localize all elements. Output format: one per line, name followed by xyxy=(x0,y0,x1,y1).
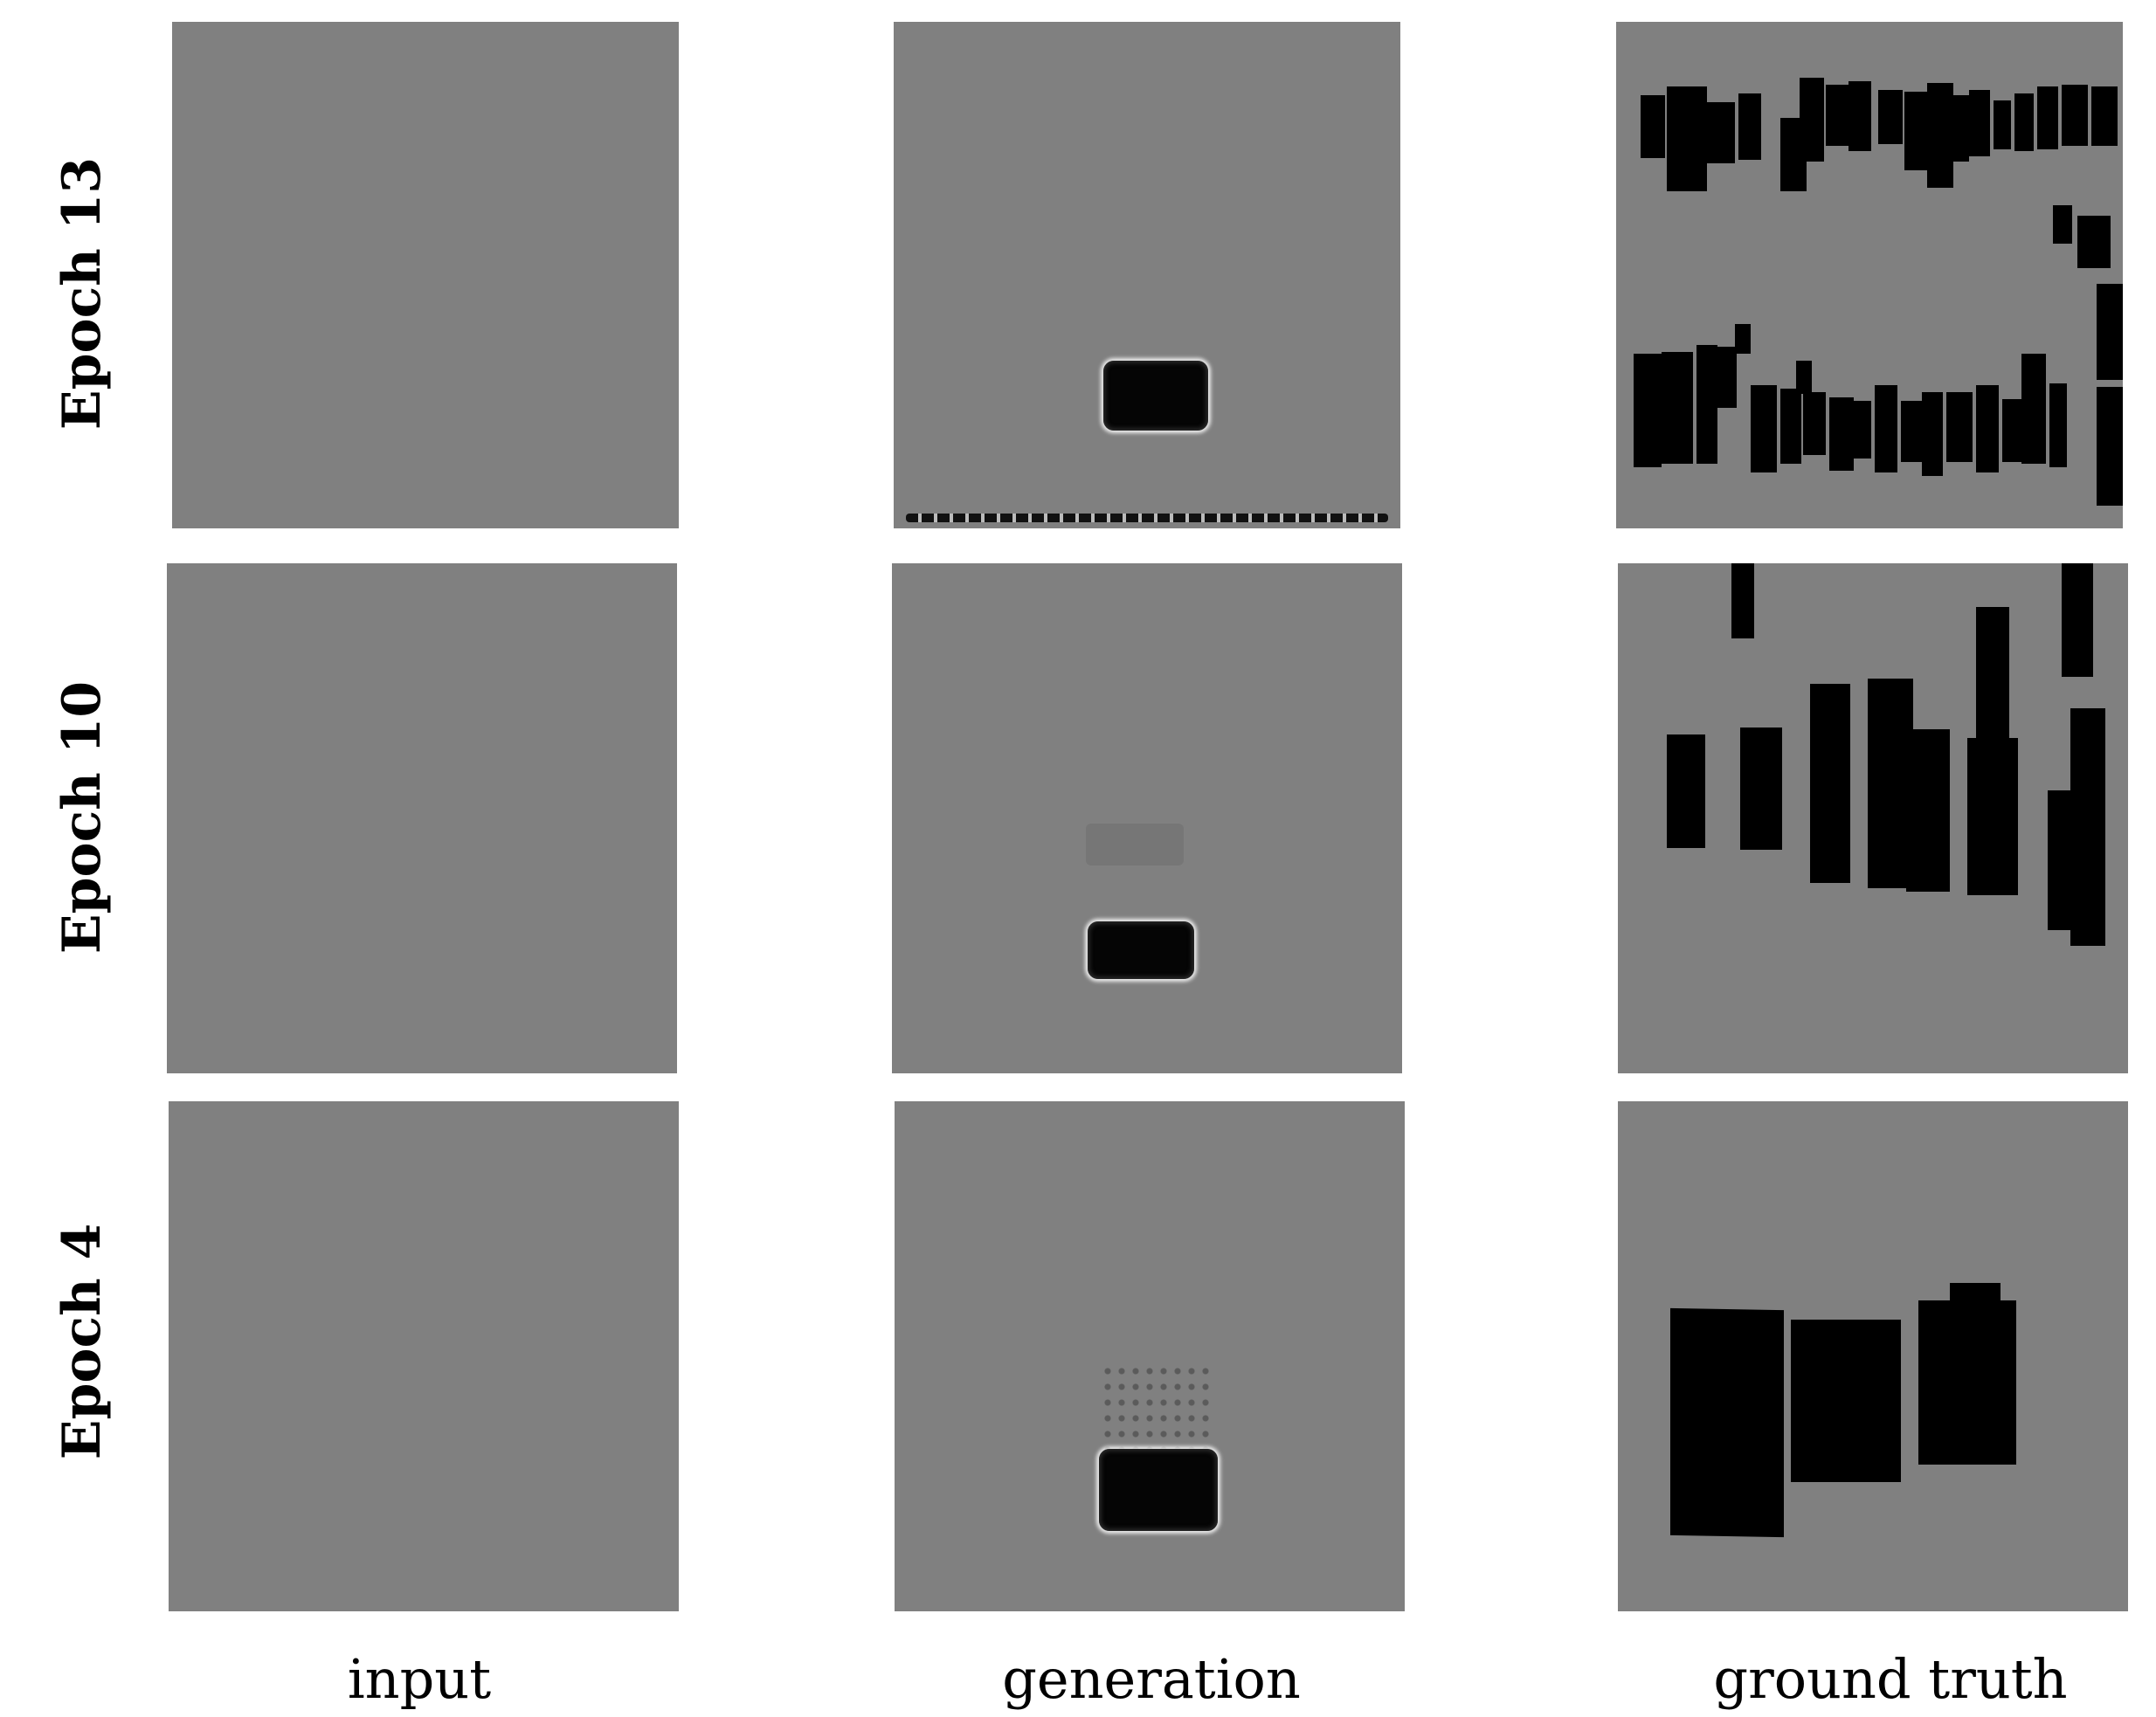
generated-block xyxy=(1088,921,1194,979)
ground-truth-panel-epoch-4 xyxy=(1618,1101,2128,1611)
generation-panel-epoch-4 xyxy=(895,1101,1405,1611)
generation-panel-epoch-13 xyxy=(894,22,1400,528)
generation-panel-epoch-10 xyxy=(892,563,1402,1073)
column-label-generation: generation xyxy=(1002,1647,1301,1711)
ground-truth-panel-epoch-10 xyxy=(1618,563,2128,1073)
column-label-input: input xyxy=(347,1647,492,1711)
input-panel-epoch-10 xyxy=(167,563,677,1073)
column-label-ground-truth: ground truth xyxy=(1713,1647,2068,1711)
input-panel-epoch-4 xyxy=(169,1101,679,1611)
generated-artifact-stripe xyxy=(906,514,1388,522)
input-panel-epoch-13 xyxy=(172,22,679,528)
ground-truth-panel-epoch-13 xyxy=(1616,22,2123,528)
generated-block xyxy=(1103,361,1208,431)
generated-block xyxy=(1099,1449,1218,1531)
